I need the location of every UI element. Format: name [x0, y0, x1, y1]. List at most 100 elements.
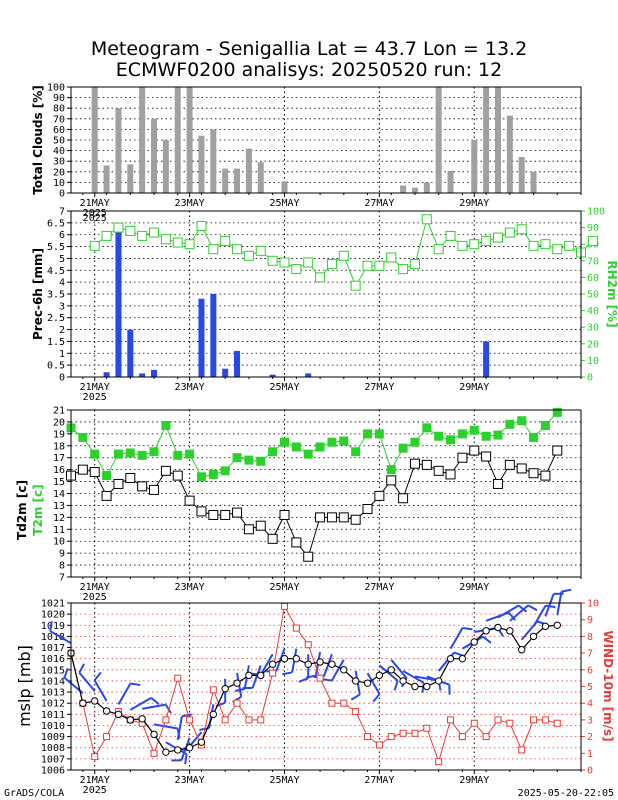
mslp-point	[399, 677, 407, 685]
rh-tick-label: 50	[587, 290, 599, 301]
wind-barb-flag	[527, 604, 538, 612]
wind-point	[352, 708, 360, 716]
wind-barb	[93, 679, 108, 702]
y-tick-label: 1007	[41, 754, 65, 765]
td2m-point	[469, 445, 480, 456]
mslp-point	[482, 627, 490, 635]
rh-point	[184, 239, 195, 250]
wind-tick-label: 8	[587, 632, 593, 643]
y-tick-label: 14	[53, 489, 65, 500]
rh-point	[564, 240, 575, 251]
rh-point	[160, 234, 171, 245]
t2m-point	[434, 431, 444, 441]
t2m-point	[469, 425, 479, 435]
y-tick-label: 3	[59, 301, 65, 312]
td2m-point	[160, 465, 171, 476]
rh-point	[469, 239, 480, 250]
mslp-point	[126, 716, 135, 724]
y-tick-label: 9	[59, 549, 65, 560]
cloud-bar	[139, 87, 146, 193]
y-tick-label: 100	[47, 83, 65, 94]
x-tick-label: 27MAY	[364, 198, 394, 209]
precip-bar	[198, 298, 205, 377]
wind-barb	[544, 593, 555, 617]
rh-point	[350, 280, 361, 291]
x-tick-label: 25MAY	[269, 582, 299, 593]
td2m-line	[70, 449, 558, 558]
cloud-bar	[174, 87, 181, 193]
mslp-point	[150, 730, 158, 739]
wind-barb	[129, 697, 152, 711]
wind-tick-label: 6	[587, 665, 593, 676]
t2m-point	[540, 421, 550, 431]
wind-barb-flag	[372, 693, 381, 703]
rh-point	[421, 214, 432, 225]
wind-barb-flag	[298, 677, 309, 683]
y-tick-label: 0.5	[47, 361, 65, 372]
t2m-point	[137, 450, 147, 460]
rh-point	[89, 240, 100, 251]
td2m-point	[208, 509, 219, 520]
wind-point	[375, 741, 383, 749]
y-tick-label: 2	[59, 325, 65, 336]
pressure-wind-panel: 1006100710081009101010111012101310141015…	[41, 588, 599, 796]
rh-point	[587, 235, 598, 246]
rh-point	[374, 260, 385, 271]
td2m-point	[232, 507, 243, 518]
x-tick-label: 21MAY	[80, 582, 110, 593]
wind-barb-flag	[78, 663, 85, 674]
mslp-point	[233, 679, 241, 687]
y-tick-label: 30	[53, 157, 65, 168]
td2m-point	[149, 484, 160, 495]
wind-point	[174, 674, 182, 682]
t2m-point	[232, 453, 242, 463]
wind-point	[316, 674, 324, 682]
mslp-point	[245, 671, 253, 680]
t2m-point	[268, 447, 278, 457]
mslp-point	[529, 632, 538, 641]
cloud-bar	[483, 87, 490, 193]
y-tick-label: 1010	[41, 721, 65, 732]
t2m-point	[78, 432, 88, 442]
td2m-point	[125, 472, 136, 483]
td2m-point	[445, 469, 456, 480]
mslp-point	[185, 744, 194, 752]
td2m-point	[303, 551, 314, 562]
t2m-point	[315, 442, 325, 452]
y-tick-label: 20	[53, 167, 65, 178]
td2m-point	[89, 467, 100, 478]
x-tick-label: 23MAY	[175, 382, 205, 393]
rh-point	[208, 244, 219, 255]
y-tick-label: 5	[59, 254, 65, 265]
t2m-point	[113, 449, 123, 459]
mslp-point	[268, 660, 277, 668]
t2m-point	[529, 432, 539, 442]
t2m-point	[517, 416, 527, 426]
wind-tick-label: 4	[587, 699, 593, 710]
td2m-point	[326, 512, 337, 523]
td2m-point	[196, 506, 207, 517]
t2m-point	[481, 431, 491, 441]
wind-point	[150, 749, 158, 757]
precip-bar	[222, 368, 229, 377]
y-tick-label: 12	[53, 513, 65, 524]
mslp-point	[79, 699, 87, 707]
x-tick-label: 21MAY	[80, 775, 110, 786]
wind-point	[494, 716, 502, 724]
wind-barb-flag	[350, 693, 361, 701]
wind-point	[103, 733, 111, 741]
rh-point	[315, 272, 326, 283]
wind-barb-flag	[561, 588, 572, 593]
x-tick-label: 21MAY	[80, 198, 110, 209]
wind-barb	[330, 659, 345, 682]
title-line2: ECMWF0200 analisys: 20250520 run: 12	[116, 59, 502, 81]
precip-bar	[483, 341, 490, 377]
wind-point	[221, 716, 229, 724]
y-tick-label: 7	[59, 207, 65, 218]
footer-left: GrADS/COLA	[4, 788, 64, 799]
rh-ylabel: RH2m [%]	[605, 260, 618, 327]
cloud-bar	[103, 165, 110, 193]
y-tick-label: 80	[53, 104, 65, 115]
cloud-bar	[518, 156, 525, 193]
x-tick-label: 25MAY	[269, 775, 299, 786]
